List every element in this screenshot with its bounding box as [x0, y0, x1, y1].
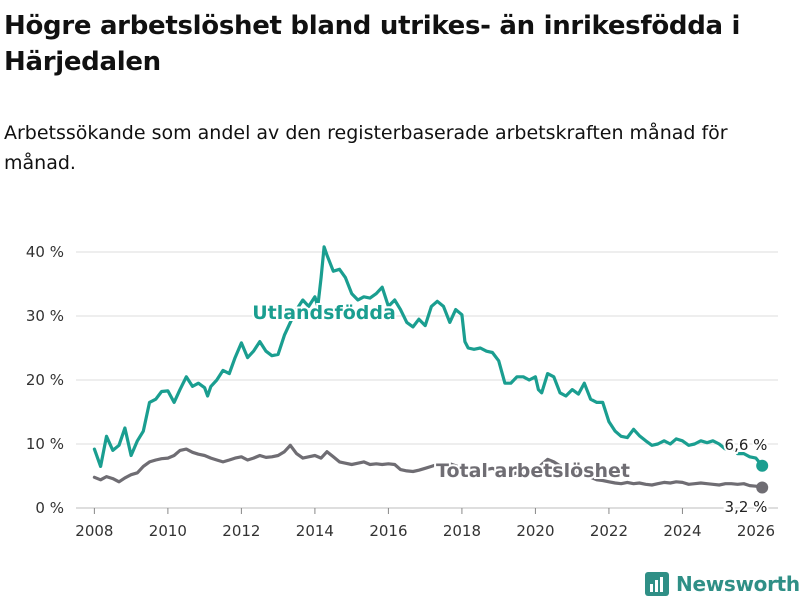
y-tick-label: 10 % — [26, 435, 64, 453]
x-tick-label: 2010 — [149, 522, 187, 540]
y-axis: 0 % 10 % 20 % 30 % 40 % — [26, 243, 64, 517]
chart-subtitle: Arbetssökande som andel av den registerb… — [4, 122, 728, 174]
series-line-utlandsfodda — [92, 245, 764, 468]
x-tick-label: 2018 — [443, 522, 481, 540]
series-label-total-arbetsloshet: Total arbetslöshet — [436, 460, 630, 482]
x-tick-label: 2026 — [737, 522, 775, 540]
x-tick-label: 2012 — [222, 522, 260, 540]
gridlines — [76, 251, 778, 509]
x-tick-label: 2014 — [296, 522, 334, 540]
series-line-total-arbetsloshet — [92, 443, 764, 490]
x-axis: 2008 2010 2012 2014 2016 2018 2020 2022 2024 2026 — [75, 508, 775, 540]
series-label-utlandsfodda: Utlandsfödda — [252, 302, 396, 324]
y-tick-label: 40 % — [26, 243, 64, 261]
x-tick-label: 2022 — [590, 522, 628, 540]
x-tick-label: 2016 — [369, 522, 407, 540]
y-tick-label: 0 % — [35, 499, 64, 517]
x-tick-label: 2024 — [663, 522, 701, 540]
end-value-utlandsfodda: 6,6 % — [725, 436, 768, 454]
x-tick-label: 2008 — [75, 522, 113, 540]
end-point-total-arbetsloshet — [756, 481, 769, 494]
y-tick-label: 20 % — [26, 371, 64, 389]
x-tick-label: 2020 — [516, 522, 554, 540]
chart-title: Högre arbetslöshet bland utrikes- än inr… — [4, 11, 741, 77]
newsworthy-logo: Newsworthy — [644, 568, 800, 600]
brand-name: Newsworthy — [676, 572, 800, 596]
end-value-total-arbetsloshet: 3,2 % — [725, 498, 768, 516]
y-tick-label: 30 % — [26, 307, 64, 325]
newsworthy-icon — [645, 572, 669, 596]
label-layer: Utlandsfödda Total arbetslöshet 6,6 % 3,… — [250, 300, 769, 518]
series-layer — [92, 245, 769, 494]
end-point-utlandsfodda — [756, 459, 769, 472]
